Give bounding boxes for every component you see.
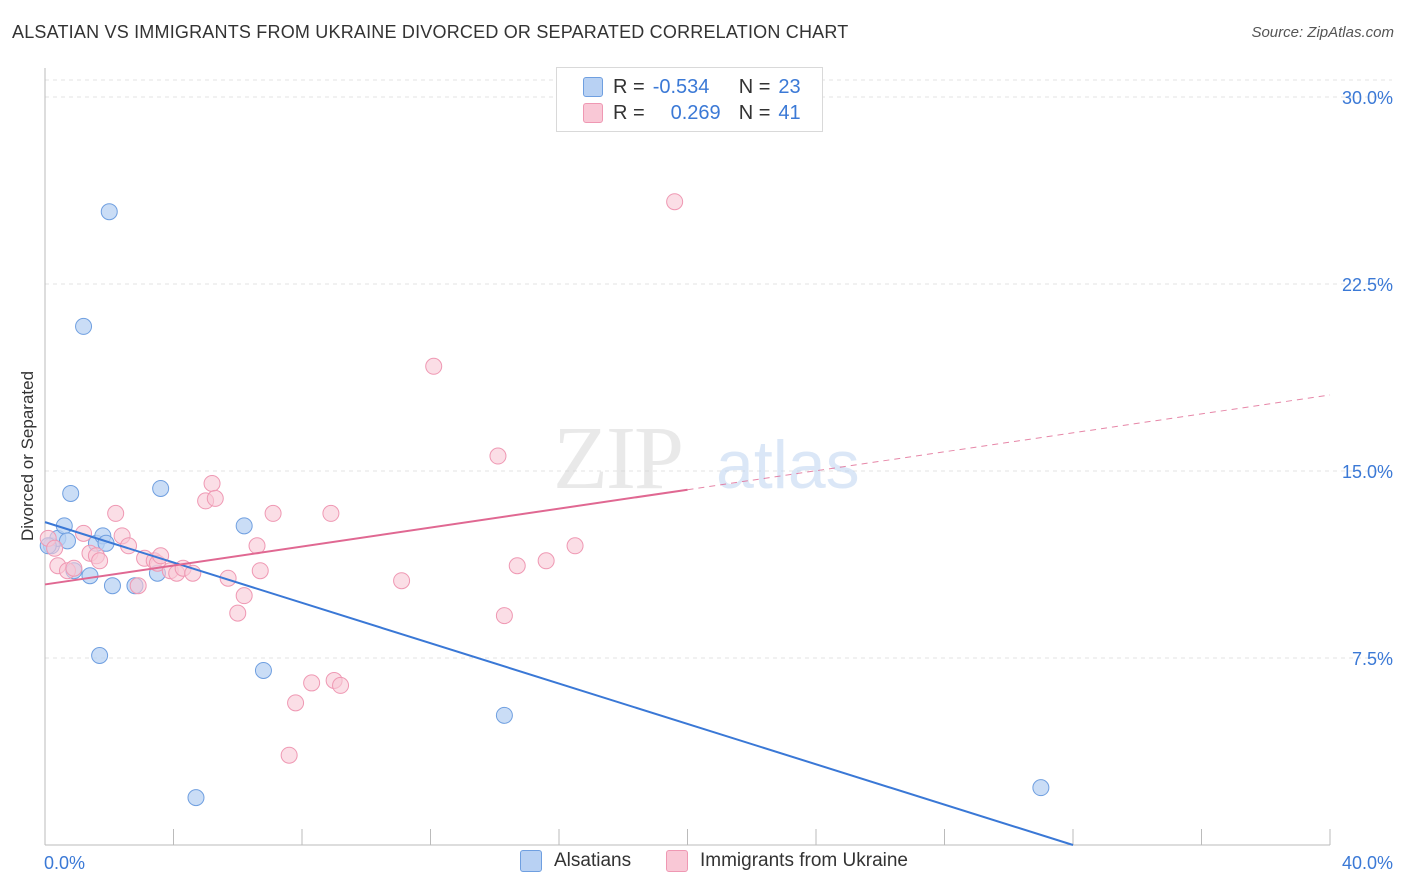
y-tick-label: 22.5% [1342, 275, 1393, 295]
alsatians-point [152, 479, 170, 497]
ukraine-point [280, 746, 298, 764]
ukraine-point [91, 552, 109, 570]
ukraine-point [219, 569, 237, 587]
alsatians-point [100, 203, 118, 221]
ukraine-swatch [583, 103, 603, 123]
ukraine-point [537, 552, 555, 570]
ukraine-point [287, 694, 305, 712]
alsatians-swatch [583, 77, 603, 97]
ukraine-point [129, 577, 147, 595]
ukraine-point [393, 572, 411, 590]
watermark-atlas: atlas [716, 427, 860, 503]
ukraine-point [303, 674, 321, 692]
ukraine-trendline [44, 488, 688, 586]
y-tick-label: 30.0% [1342, 88, 1393, 108]
r-label: R = [613, 75, 645, 98]
ukraine-point [322, 504, 340, 522]
ukraine-point [251, 562, 269, 580]
y-tick-labels: 7.5% 15.0% 22.5% 30.0% [1342, 88, 1393, 669]
legend-item-alsatians: Alsatians [520, 850, 631, 872]
r-value-ukraine: 0.269 [670, 101, 721, 124]
n-label: N = [738, 75, 771, 98]
ukraine-point [508, 557, 526, 575]
gridlines [45, 79, 1392, 659]
alsatians-legend-label: Alsatians [554, 850, 632, 871]
alsatians-point [62, 484, 80, 502]
legend-row-alsatians: R = -0.534 N = 23 [583, 74, 801, 100]
alsatians-legend-swatch [520, 850, 542, 872]
y-axis-label: Divorced or Separated [18, 371, 37, 541]
x-tick-labels: 0.0% 40.0% [44, 853, 1393, 873]
ukraine-point [206, 489, 224, 507]
ukraine-trendline-extension [687, 394, 1331, 491]
ukraine-point [65, 559, 83, 577]
legend-item-ukraine: Immigrants from Ukraine [666, 850, 908, 872]
n-value-ukraine: 41 [778, 101, 801, 124]
ukraine-legend-swatch [666, 850, 688, 872]
n-label: N = [738, 101, 771, 124]
ukraine-point [235, 587, 253, 605]
chart-title: ALSATIAN VS IMMIGRANTS FROM UKRAINE DIVO… [12, 22, 849, 42]
alsatians-point [58, 532, 76, 550]
alsatians-point [103, 577, 121, 595]
ukraine-point [495, 607, 513, 625]
r-label: R = [613, 101, 645, 124]
y-tick-label: 7.5% [1352, 649, 1393, 669]
r-value-alsatians: -0.534 [652, 75, 710, 98]
alsatians-point [187, 789, 205, 807]
series-legend: Alsatians Immigrants from Ukraine [0, 850, 1406, 878]
ukraine-point [489, 447, 507, 465]
watermark: ZIP atlas [553, 409, 860, 508]
ukraine-point [107, 504, 125, 522]
alsatians-points [39, 203, 1050, 807]
ukraine-point [46, 539, 64, 557]
alsatians-point [1032, 779, 1050, 797]
ukraine-point [332, 676, 350, 694]
trendlines [44, 394, 1331, 846]
x-tick-label-min: 0.0% [44, 853, 85, 873]
axes [44, 68, 1331, 846]
alsatians-point [495, 706, 513, 724]
alsatians-trendline [44, 521, 1074, 846]
ukraine-point [566, 537, 584, 555]
ukraine-point [203, 474, 221, 492]
alsatians-point [75, 317, 93, 335]
ukraine-point [229, 604, 247, 622]
ukraine-point [425, 357, 443, 375]
y-tick-label: 15.0% [1342, 462, 1393, 482]
x-tick-label-max: 40.0% [1342, 853, 1393, 873]
legend-row-ukraine: R = 0.269 N = 41 [583, 100, 801, 126]
alsatians-point [81, 567, 99, 585]
watermark-zip: ZIP [553, 409, 682, 508]
ukraine-points [39, 193, 684, 764]
n-value-alsatians: 23 [778, 75, 801, 98]
alsatians-point [254, 661, 272, 679]
ukraine-point [264, 504, 282, 522]
ukraine-legend-label: Immigrants from Ukraine [700, 850, 908, 871]
source-label: Source: ZipAtlas.com [1251, 24, 1394, 41]
alsatians-point [235, 517, 253, 535]
alsatians-point [91, 647, 109, 665]
correlation-legend: R = -0.534 N = 23 R = 0.269 N = 41 [556, 67, 823, 132]
ukraine-point [666, 193, 684, 211]
